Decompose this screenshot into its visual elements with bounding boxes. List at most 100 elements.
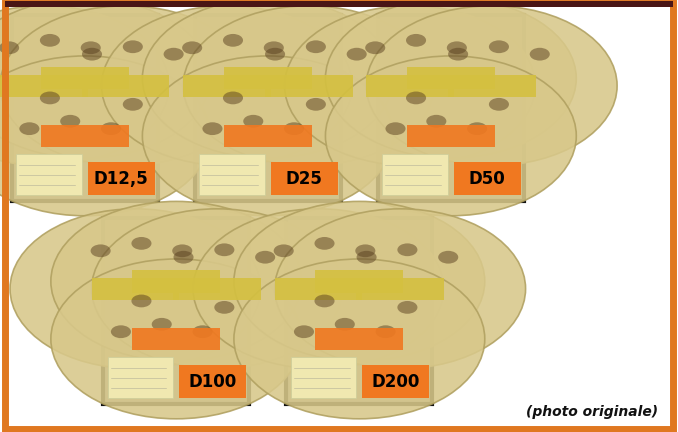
Circle shape	[397, 243, 418, 256]
Text: D100: D100	[188, 373, 237, 391]
Bar	[291, 358, 357, 398]
Bar	[87, 162, 155, 195]
Circle shape	[123, 98, 143, 111]
Circle shape	[214, 301, 235, 314]
Bar	[362, 365, 429, 398]
Circle shape	[193, 325, 213, 338]
Circle shape	[448, 48, 468, 60]
Circle shape	[142, 0, 393, 158]
Circle shape	[0, 6, 170, 165]
Bar	[173, 277, 261, 300]
Circle shape	[335, 375, 355, 388]
Circle shape	[163, 48, 184, 60]
Bar	[104, 218, 250, 404]
Circle shape	[60, 115, 80, 127]
Circle shape	[366, 6, 617, 165]
Circle shape	[132, 295, 151, 307]
Circle shape	[0, 6, 251, 165]
Text: D12,5: D12,5	[94, 170, 148, 187]
Circle shape	[40, 92, 60, 104]
Circle shape	[530, 48, 550, 60]
Bar	[108, 358, 174, 398]
Circle shape	[203, 122, 222, 135]
Bar	[447, 74, 536, 97]
Circle shape	[335, 318, 355, 330]
Bar	[5, 1, 673, 7]
Circle shape	[376, 325, 396, 338]
Circle shape	[172, 245, 193, 257]
Circle shape	[0, 56, 210, 216]
Bar	[12, 15, 157, 201]
Circle shape	[123, 40, 143, 53]
Bar	[81, 74, 170, 97]
Bar	[356, 277, 444, 300]
Bar	[315, 270, 403, 292]
Circle shape	[82, 48, 102, 60]
Circle shape	[275, 209, 525, 368]
Circle shape	[183, 6, 434, 165]
Circle shape	[20, 122, 39, 135]
Circle shape	[284, 122, 304, 135]
Circle shape	[142, 56, 393, 216]
Circle shape	[182, 41, 202, 54]
Circle shape	[274, 245, 294, 257]
Circle shape	[243, 115, 263, 127]
Bar	[41, 67, 129, 89]
Circle shape	[223, 34, 243, 47]
Bar	[195, 15, 341, 201]
Circle shape	[447, 41, 467, 54]
Circle shape	[60, 172, 80, 185]
Circle shape	[10, 209, 261, 368]
Bar	[199, 154, 265, 195]
Bar	[407, 125, 495, 147]
Circle shape	[0, 0, 210, 158]
Circle shape	[81, 41, 101, 54]
Circle shape	[426, 115, 446, 127]
Bar	[454, 162, 521, 195]
Circle shape	[92, 209, 342, 368]
Circle shape	[397, 301, 418, 314]
Circle shape	[174, 251, 193, 264]
Bar	[366, 74, 454, 97]
Bar	[92, 277, 180, 300]
Circle shape	[406, 92, 426, 104]
Bar	[287, 218, 433, 404]
Circle shape	[152, 318, 172, 330]
Circle shape	[51, 201, 302, 361]
Bar	[224, 125, 312, 147]
Circle shape	[325, 56, 576, 216]
Bar	[271, 162, 338, 195]
Circle shape	[91, 245, 111, 257]
Circle shape	[132, 237, 151, 250]
Text: D200: D200	[372, 373, 420, 391]
Circle shape	[294, 325, 314, 338]
Circle shape	[346, 48, 367, 60]
Circle shape	[223, 92, 243, 104]
Bar	[41, 125, 129, 147]
Circle shape	[489, 98, 509, 111]
Circle shape	[386, 122, 405, 135]
Circle shape	[152, 375, 172, 388]
Circle shape	[51, 259, 302, 419]
Circle shape	[265, 48, 285, 60]
Circle shape	[438, 251, 458, 264]
Circle shape	[243, 172, 263, 185]
Bar	[183, 74, 271, 97]
Circle shape	[255, 251, 275, 264]
Circle shape	[111, 325, 131, 338]
Circle shape	[0, 41, 19, 54]
Circle shape	[315, 295, 334, 307]
Circle shape	[40, 34, 60, 47]
Circle shape	[285, 6, 536, 165]
Circle shape	[357, 251, 376, 264]
Bar	[378, 15, 523, 201]
Circle shape	[467, 122, 487, 135]
Circle shape	[102, 6, 353, 165]
Circle shape	[426, 172, 446, 185]
Circle shape	[234, 259, 485, 419]
Circle shape	[325, 0, 576, 158]
Circle shape	[193, 209, 444, 368]
Bar	[407, 67, 495, 89]
Circle shape	[355, 245, 376, 257]
Circle shape	[489, 40, 509, 53]
